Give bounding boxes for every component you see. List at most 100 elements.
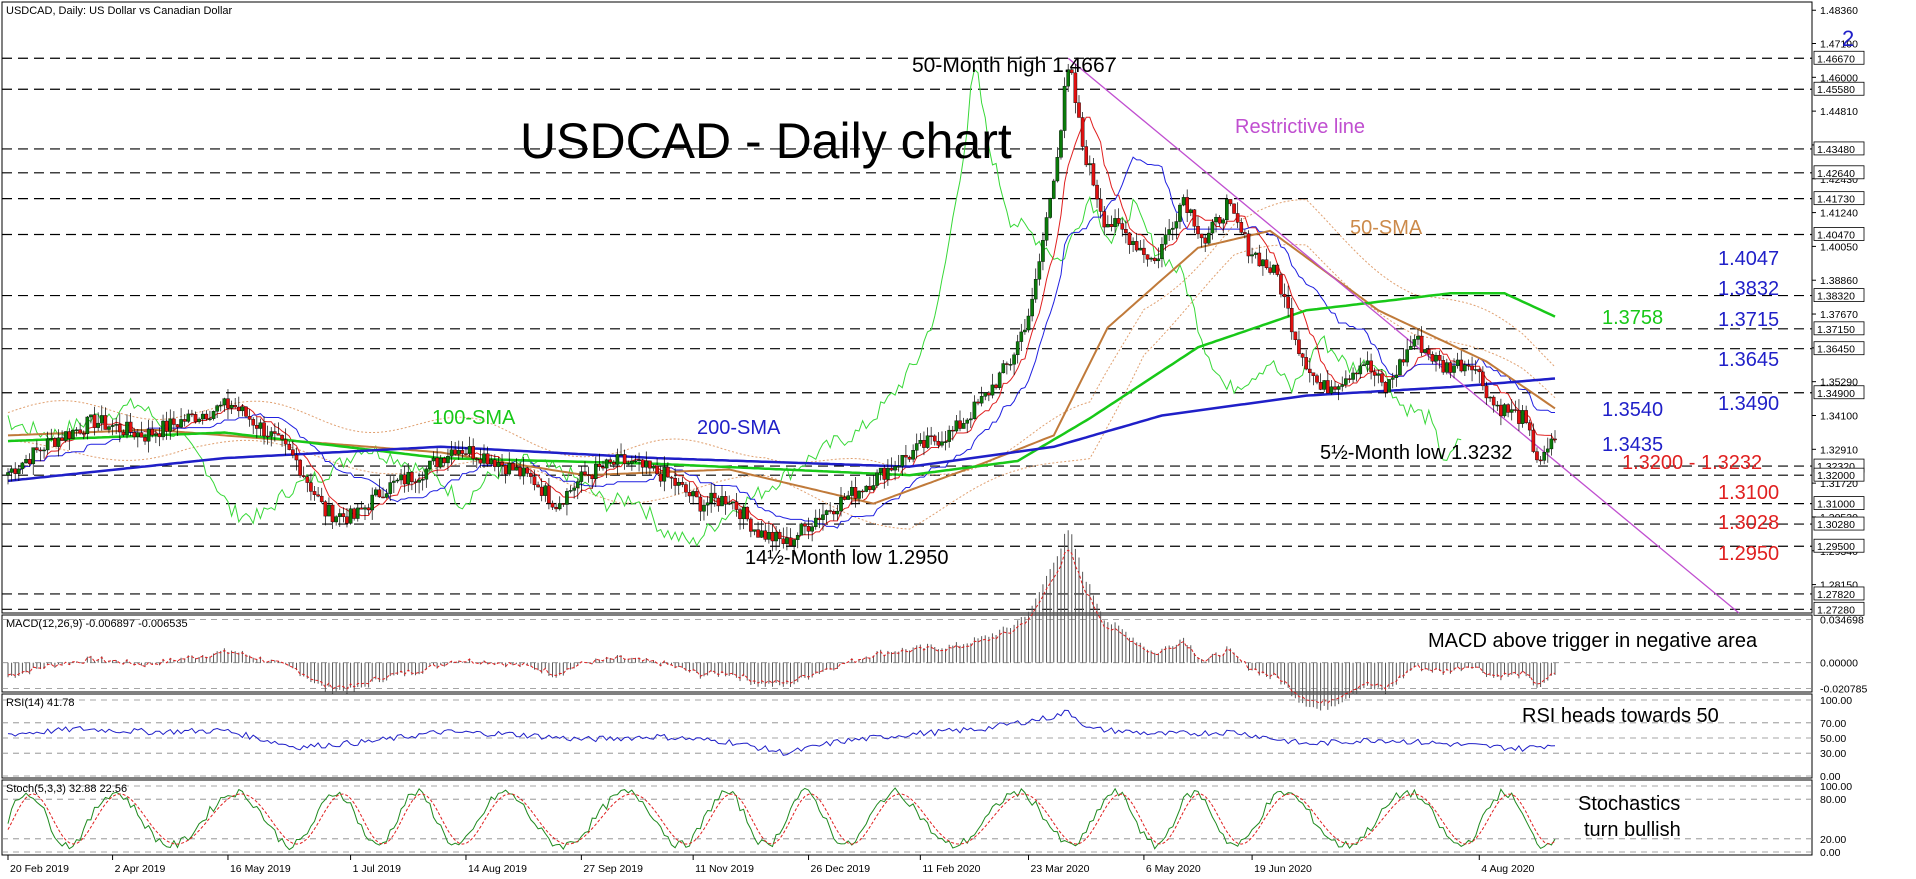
macd-tick-label: -0.020785	[1820, 683, 1867, 695]
candle-body	[1174, 221, 1179, 229]
candle-body	[89, 414, 93, 418]
candle-body	[1362, 364, 1366, 367]
candle-body	[514, 467, 519, 471]
candle-body	[399, 474, 403, 481]
candle-body	[478, 459, 483, 464]
candle-body	[471, 446, 475, 459]
candle-body	[233, 404, 237, 408]
candle-body	[406, 471, 411, 485]
candle-body	[666, 466, 670, 478]
candle-body	[6, 472, 10, 476]
candle-body	[446, 455, 450, 464]
candle-body	[236, 406, 241, 412]
candle-body	[1517, 410, 1521, 424]
candle-body	[1455, 359, 1460, 367]
candle-body	[359, 507, 364, 510]
candle-body	[327, 504, 331, 517]
candle-body	[164, 420, 169, 432]
candle-body	[662, 466, 667, 482]
level-label-box	[1813, 467, 1865, 482]
candle-body	[568, 490, 573, 492]
y-tick-label: 1.34100	[1820, 410, 1858, 422]
candle-body	[572, 487, 576, 491]
candle-body	[442, 458, 447, 464]
level-label: 1.46670	[1817, 53, 1855, 65]
candle-body	[990, 384, 995, 396]
candle-body	[251, 419, 256, 426]
candle-body	[1257, 252, 1262, 267]
candle-body	[1131, 241, 1135, 245]
candle-body	[493, 459, 497, 467]
candle-body	[767, 531, 771, 540]
level-label-box	[1813, 516, 1865, 531]
x-tick-label: 11 Nov 2019	[695, 863, 754, 875]
candle-body	[1293, 331, 1298, 340]
candle-body	[453, 449, 457, 455]
candle-body	[20, 462, 25, 470]
candle-body	[774, 531, 778, 542]
candle-body	[1214, 217, 1218, 223]
candle-body	[489, 459, 494, 465]
candle-body	[413, 481, 418, 483]
candle-body	[792, 539, 796, 546]
candle-body	[1470, 365, 1474, 371]
level-label: 1.45580	[1817, 84, 1855, 96]
candle-body	[1473, 369, 1478, 371]
candle-body	[500, 462, 504, 466]
candle-body	[684, 484, 688, 493]
candle-body	[179, 419, 183, 428]
candle-body	[565, 491, 569, 505]
candle-body	[438, 458, 443, 468]
candle-body	[1008, 364, 1013, 366]
candle-body	[485, 453, 490, 465]
candle-body	[850, 487, 854, 496]
candle-body	[482, 453, 486, 464]
candle-body	[961, 423, 966, 429]
candle-body	[1524, 410, 1528, 423]
macd-tick-label: 0.034698	[1820, 615, 1864, 627]
candle-body	[1271, 264, 1276, 273]
candle-body	[467, 446, 472, 454]
price-panel-frame	[1, 1, 1813, 614]
candle-body	[673, 478, 677, 486]
candle-body	[1181, 197, 1186, 206]
cloud-span-a	[7, 199, 1556, 476]
candle-body	[1239, 222, 1244, 233]
candle-body	[583, 471, 587, 475]
candle-body	[731, 501, 735, 504]
candle-body	[211, 411, 216, 419]
candle-body	[172, 418, 176, 425]
candle-body	[824, 510, 829, 515]
annotation-50-sma: 50-SMA	[1350, 217, 1423, 239]
candle-body	[1448, 362, 1453, 373]
candle-body	[1232, 203, 1236, 214]
stoch-annotation-line1: Stochastics	[1578, 793, 1680, 815]
candle-body	[864, 485, 869, 492]
resistance-labels: 1.4047 1.3832 1.3715 1.3645 1.3490	[1718, 248, 1779, 415]
candle-body	[53, 438, 57, 447]
candle-body	[273, 431, 277, 434]
candle-body	[893, 466, 897, 471]
candle-body	[972, 401, 977, 420]
candle-body	[218, 404, 223, 407]
candle-body	[698, 496, 703, 512]
candle-body	[1416, 335, 1420, 340]
candle-body	[31, 447, 36, 465]
level-label: 1.30280	[1817, 519, 1855, 531]
candle-body	[532, 476, 537, 486]
candle-body	[301, 475, 306, 477]
candle-body	[428, 460, 432, 470]
y-tick-label: 1.40050	[1820, 241, 1858, 253]
candle-body	[464, 453, 468, 455]
candle-body	[136, 432, 140, 438]
level-label: 1.36450	[1817, 344, 1855, 356]
candle-body	[795, 534, 800, 540]
macd-signal-line	[7, 549, 1556, 704]
candle-body	[1527, 422, 1532, 431]
candle-body	[1307, 368, 1312, 373]
candle-body	[1160, 244, 1164, 259]
candle-body	[676, 482, 681, 486]
candle-body	[694, 491, 699, 498]
candle-body	[197, 418, 201, 422]
